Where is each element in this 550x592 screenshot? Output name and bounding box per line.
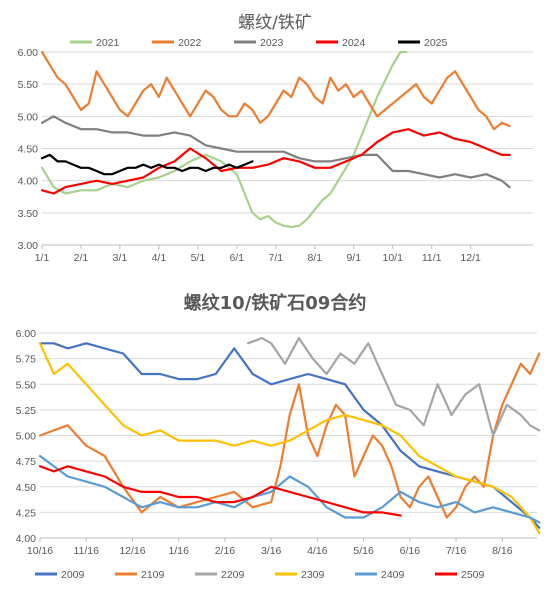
x-tick-label: 8/1 xyxy=(307,252,322,264)
series-line-2021 xyxy=(40,50,408,229)
legend-label-2022: 2022 xyxy=(178,37,202,49)
x-tick-label: 5/1 xyxy=(191,252,206,264)
x-tick-label: 2/1 xyxy=(74,252,89,264)
legend-label-2023: 2023 xyxy=(260,37,284,49)
y-tick-label: 4.75 xyxy=(16,456,37,468)
x-tick-label: 10/1 xyxy=(382,252,403,264)
y-tick-label: 4.00 xyxy=(16,533,37,545)
legend-label-2009: 2009 xyxy=(61,569,85,581)
x-tick-label: 5/16 xyxy=(353,545,374,557)
series-line-2024 xyxy=(40,128,511,195)
legend-label-2309: 2309 xyxy=(301,569,325,581)
x-tick-label: 6/16 xyxy=(400,545,421,557)
x-tick-label: 6/1 xyxy=(230,252,245,264)
series-line-2022 xyxy=(40,50,511,131)
x-tick-label: 3/1 xyxy=(113,252,128,264)
chart-1-legend: 2021 2022 2023 2024 2025 xyxy=(70,37,448,49)
x-tick-label: 11/16 xyxy=(73,545,99,557)
x-tick-label: 8/16 xyxy=(492,545,513,557)
legend-label-2024: 2024 xyxy=(342,37,366,49)
series-line-2409 xyxy=(38,454,541,524)
chart-2-x-axis: 10/16 11/16 12/16 1/16 2/16 3/16 4/16 5/16 6/16 7… xyxy=(27,538,513,557)
x-tick-label: 1/1 xyxy=(35,252,50,264)
series-line-2309 xyxy=(38,342,541,535)
x-tick-label: 10/16 xyxy=(27,545,53,557)
x-tick-label: 2/16 xyxy=(215,545,236,557)
legend-label-2509: 2509 xyxy=(461,569,485,581)
y-tick-label: 3.50 xyxy=(18,208,39,220)
legend-label-2209: 2209 xyxy=(221,569,245,581)
y-tick-label: 6.00 xyxy=(18,47,39,59)
legend-label-2409: 2409 xyxy=(381,569,405,581)
y-tick-label: 5.00 xyxy=(16,431,37,443)
series-line-2509 xyxy=(38,465,402,517)
x-tick-label: 12/16 xyxy=(119,545,145,557)
x-tick-label: 3/16 xyxy=(261,545,282,557)
chart-1-x-axis: 1/1 2/1 3/1 4/1 5/1 6/1 7/1 8/1 9/1 10/1 11/1 12/1 xyxy=(35,245,481,264)
y-tick-label: 6.00 xyxy=(16,328,37,340)
y-tick-label: 5.00 xyxy=(18,111,39,123)
series-line-2209 xyxy=(246,337,541,437)
x-tick-label: 9/1 xyxy=(346,252,361,264)
x-tick-label: 1/16 xyxy=(168,545,189,557)
chart-1-series xyxy=(40,50,511,229)
chart-2-legend: 2009 2109 2209 2309 2409 2509 xyxy=(35,569,485,581)
x-tick-label: 7/1 xyxy=(269,252,284,264)
y-tick-label: 4.00 xyxy=(18,176,39,188)
chart-2-y-axis: 4.00 4.25 4.50 4.75 5.00 5.25 5.50 5.75 6.00 xyxy=(16,328,37,545)
legend-label-2025: 2025 xyxy=(424,37,448,49)
y-tick-label: 3.00 xyxy=(18,240,39,252)
chart-1-rebar-iron-ore-ratio: 螺纹/铁矿 2021 2022 2023 2024 2025 3.00 3.50 4.00 4… xyxy=(18,13,533,264)
x-tick-label: 7/16 xyxy=(446,545,467,557)
x-tick-label: 4/16 xyxy=(307,545,328,557)
series-line-2023 xyxy=(40,115,511,189)
y-tick-label: 4.25 xyxy=(16,507,37,519)
legend-label-2109: 2109 xyxy=(141,569,165,581)
chart-2-title: 螺纹10/铁矿石09合约 xyxy=(184,292,367,314)
series-line-2025 xyxy=(40,153,254,176)
chart-2-series xyxy=(38,337,541,535)
chart-1-y-axis: 3.00 3.50 4.00 4.50 5.00 5.50 6.00 xyxy=(18,47,39,252)
y-tick-label: 4.50 xyxy=(18,144,39,156)
y-tick-label: 5.50 xyxy=(18,79,39,91)
y-tick-label: 5.50 xyxy=(16,379,37,391)
chart-1-title: 螺纹/铁矿 xyxy=(238,13,312,33)
y-tick-label: 5.25 xyxy=(16,405,37,417)
x-tick-label: 12/1 xyxy=(460,252,481,264)
x-tick-label: 4/1 xyxy=(152,252,167,264)
chart-2-rebar10-iron-ore09-ratio: 螺纹10/铁矿石09合约 4.00 4.25 4.50 4.75 5.00 5.25 5.5… xyxy=(16,292,541,581)
y-tick-label: 4.50 xyxy=(16,482,37,494)
x-tick-label: 11/1 xyxy=(422,252,442,264)
legend-label-2021: 2021 xyxy=(96,37,120,49)
y-tick-label: 5.75 xyxy=(16,354,37,366)
